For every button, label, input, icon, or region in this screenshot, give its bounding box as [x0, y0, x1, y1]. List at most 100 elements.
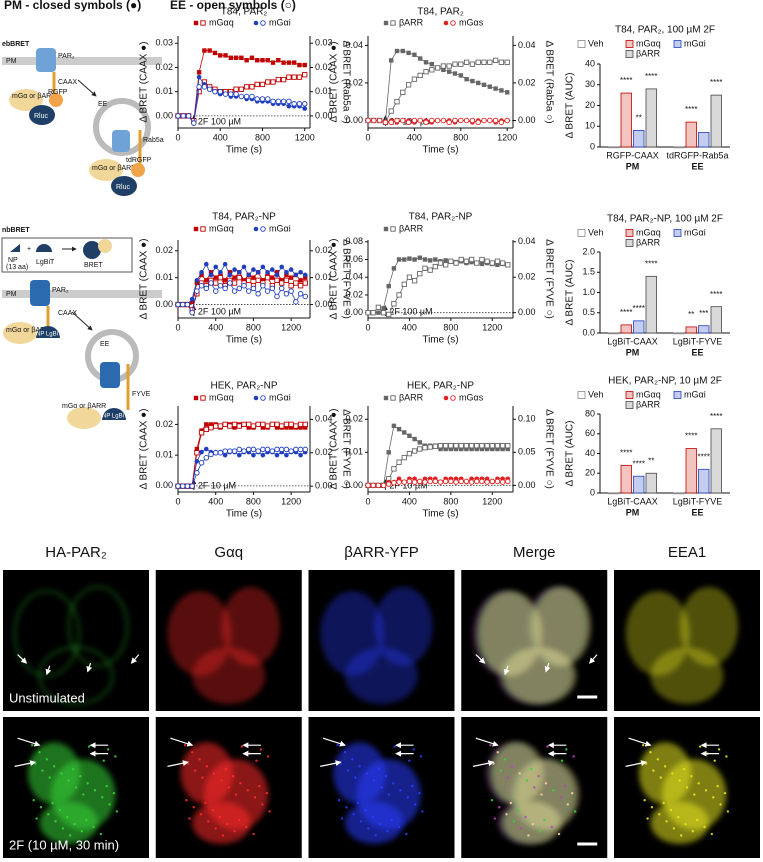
marker-open [260, 282, 266, 289]
significance: **** [645, 259, 657, 268]
marker [274, 272, 280, 278]
significance: **** [698, 452, 710, 461]
legend-label: βARR [399, 17, 424, 27]
marker-open [452, 117, 458, 124]
arrowhead [130, 654, 140, 664]
marker [396, 426, 402, 432]
chart: T84, PAR₂-NP 0.00 0.01 0.02 0.00 0.01 0.02 0 400… [139, 212, 352, 346]
marker [241, 264, 247, 270]
marker-open [484, 479, 490, 485]
marker-open [280, 98, 287, 105]
puncta [525, 779, 529, 782]
marker [452, 71, 458, 76]
marker [383, 226, 389, 232]
puncta [191, 751, 194, 754]
lgbit-icon [36, 244, 52, 252]
marker [386, 450, 391, 455]
x-tick-label: 0 [365, 322, 370, 332]
x-tick-label: 400 [402, 322, 417, 332]
puncta [387, 793, 390, 796]
marker [394, 48, 400, 54]
puncta [712, 796, 715, 799]
puncta [101, 796, 104, 799]
puncta [499, 769, 502, 772]
marker-open [189, 309, 195, 316]
rluc [29, 105, 55, 125]
puncta [649, 751, 652, 754]
chart: T84, PAR₂ 0.00 0.02 0.04 0.00 0.02 0.04 0 400 800… [329, 7, 555, 156]
marker-open [400, 89, 406, 95]
marker-open [417, 478, 423, 485]
marker-open [194, 450, 200, 456]
marker-open [191, 120, 197, 126]
puncta [505, 813, 508, 816]
marker-open [236, 446, 243, 453]
legend-swatch [673, 40, 682, 48]
significance: **** [620, 308, 632, 317]
arrow [71, 311, 93, 331]
marker-open [474, 443, 480, 449]
y-tick-label: 0.01 [155, 86, 173, 96]
puncta [220, 779, 223, 782]
marker-open [254, 96, 260, 102]
puncta [406, 796, 409, 799]
arrowhead [475, 654, 486, 664]
row-label: Unstimulated [9, 690, 85, 705]
marker-open [401, 454, 407, 461]
marker-open [296, 74, 303, 80]
marker [274, 270, 280, 275]
marker-open [434, 117, 441, 124]
marker-open [222, 91, 229, 97]
puncta [512, 820, 516, 823]
puncta [54, 820, 57, 823]
y2-tick-label: 0.10 [518, 414, 536, 424]
puncta [693, 793, 696, 796]
marker [269, 267, 275, 272]
legend-label: βARR [636, 399, 661, 409]
puncta [31, 744, 34, 747]
x-tick-label: 800 [255, 132, 270, 142]
puncta [531, 822, 534, 826]
puncta [246, 789, 249, 792]
puncta [80, 830, 84, 833]
puncta [691, 830, 695, 833]
marker-open [448, 443, 454, 449]
marker [443, 258, 448, 263]
marker-open [390, 20, 396, 26]
puncta [682, 767, 686, 771]
caax-label: CAAX [58, 79, 77, 86]
y-tick-label: 0.02 [345, 289, 363, 299]
marker-open [291, 74, 297, 80]
marker [286, 103, 292, 109]
marker [417, 440, 422, 445]
x-axis-label: Time (s) [226, 335, 262, 346]
significance: **** [633, 459, 645, 468]
marker-open [365, 310, 371, 316]
marker-open [238, 93, 245, 100]
marker-open [386, 311, 392, 318]
marker-open [175, 301, 181, 308]
significance: **** [633, 304, 645, 313]
marker [232, 267, 237, 272]
annotation: 2F 10 µM [198, 480, 236, 490]
marker-open [494, 443, 501, 449]
marker-open [463, 258, 470, 264]
chart: T84, PAR₂-NP, 100 µM 2F 0.0 0.5 1.0 1.5 2.0 Δ … [565, 214, 730, 357]
marker-open [475, 59, 481, 65]
y-tick-label: 0.01 [345, 447, 363, 457]
marker-open [463, 478, 470, 485]
y-tick-label: 0.02 [345, 414, 363, 424]
marker [447, 69, 452, 74]
marker-open [259, 96, 266, 102]
puncta [408, 759, 411, 762]
puncta [86, 782, 89, 785]
puncta [565, 748, 568, 751]
marker-open [274, 293, 280, 300]
chart: T84, PAR₂ 0.00 0.01 0.02 0.03 0.00 0.01 0.02 0.0… [139, 7, 352, 156]
marker-open [453, 443, 459, 449]
puncta [518, 772, 521, 775]
marker-open [264, 288, 271, 294]
arrow [170, 737, 194, 747]
puncta [99, 832, 103, 836]
marker-open [184, 301, 191, 308]
